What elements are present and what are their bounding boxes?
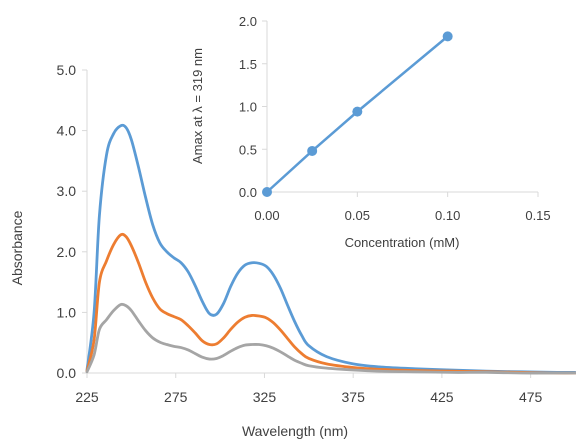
- main-y-tick-label: 5.0: [57, 62, 77, 78]
- main-y-axis-title: Absorbance: [9, 210, 25, 285]
- main-x-axis-title: Wavelength (nm): [242, 423, 348, 439]
- main-x-tick-label: 225: [75, 389, 99, 405]
- main-plot: 0.0 1.0 2.0 3.0 4.0 5.0 225 275 325 375 425 475: [57, 62, 576, 405]
- inset-y-tick-label: 1.5: [239, 57, 257, 72]
- inset-y-tick-label: 0.5: [239, 142, 257, 157]
- main-y-tick-label: 0.0: [57, 365, 77, 381]
- main-y-tick-label: 3.0: [57, 183, 77, 199]
- inset-x-tick-label: 0.10: [435, 208, 460, 223]
- inset-y-axis-title: Amax at λ = 319 nm: [190, 48, 205, 164]
- inset-x-axis-title: Concentration (mM): [345, 235, 460, 250]
- spectrum-line-1: [85, 123, 576, 374]
- calibration-point: [307, 145, 318, 156]
- main-x-tick-label: 325: [253, 389, 277, 405]
- main-y-tick-label: 1.0: [57, 304, 77, 320]
- inset-x-tick-label: 0.15: [525, 208, 550, 223]
- calibration-line: [266, 35, 449, 193]
- spectrum-line-3: [85, 302, 576, 375]
- inset-plot: 0.0 0.5 1.0 1.5 2.0 0.00 0.05 0.10 0.15: [239, 14, 551, 223]
- calibration-point: [352, 106, 363, 117]
- calibration-point: [442, 31, 453, 42]
- main-x-tick-label: 275: [164, 389, 188, 405]
- spectrum-line-2: [85, 232, 576, 375]
- calibration-point: [262, 187, 272, 197]
- main-x-tick-label: 375: [342, 389, 366, 405]
- main-x-tick-label: 475: [519, 389, 543, 405]
- inset-y-tick-label: 2.0: [239, 14, 257, 29]
- main-x-tick-label: 425: [430, 389, 454, 405]
- inset-y-tick-label: 0.0: [239, 185, 257, 200]
- inset-x-tick-label: 0.00: [254, 208, 279, 223]
- main-y-tick-label: 4.0: [57, 123, 77, 139]
- inset-y-tick-label: 1.0: [239, 100, 257, 115]
- inset-x-tick-label: 0.05: [345, 208, 370, 223]
- main-y-tick-label: 2.0: [57, 244, 77, 260]
